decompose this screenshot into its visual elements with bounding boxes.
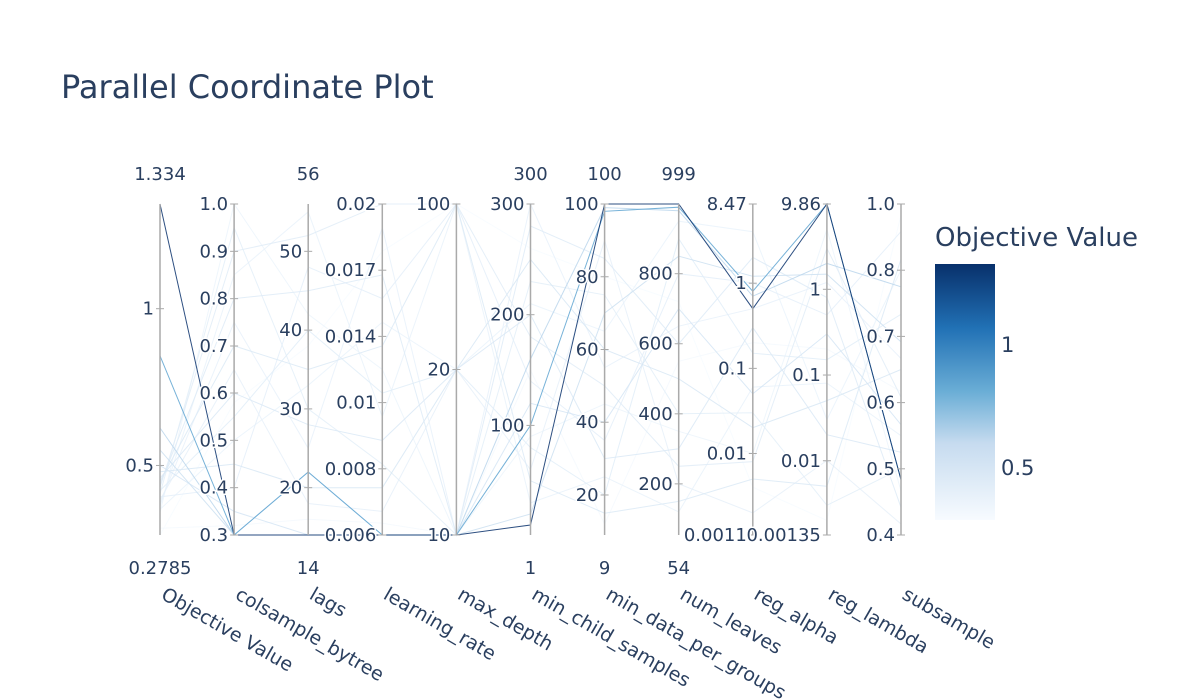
axis-tick-label: 0.5 — [866, 459, 895, 480]
axis-tick-label: 50 — [279, 241, 302, 262]
axis-range-min: 9 — [599, 558, 610, 579]
axis-tick-label: 0.1 — [792, 365, 821, 386]
axis-range-min: 0.2785 — [129, 558, 192, 579]
axis-tick-label: 100 — [416, 194, 450, 215]
axis-tick-label: 0.01 — [707, 444, 747, 465]
axis-tick-label: 0.4 — [199, 478, 228, 499]
colorbar-tick-0-5: 0.5 — [1001, 456, 1034, 480]
axis-tick-label: 0.6 — [199, 383, 228, 404]
colorbar-tick-1: 1 — [1001, 333, 1014, 357]
colorbar-gradient — [935, 264, 995, 520]
axis-tick-label: 100 — [490, 415, 524, 436]
axis-range-min: 14 — [297, 558, 320, 579]
axis-tick-label: 800 — [638, 264, 672, 285]
axis-tick-label: 9.86 — [781, 194, 821, 215]
axis-tick-label: 400 — [638, 404, 672, 425]
axis-tick-label: 1.0 — [866, 194, 895, 215]
axis-tick-label: 1 — [143, 299, 154, 320]
axis-tick-label: 200 — [490, 305, 524, 326]
chart-title: Parallel Coordinate Plot — [61, 68, 434, 106]
axis-tick-label: 0.0011 — [684, 525, 747, 546]
axis-tick-label: 60 — [576, 340, 599, 361]
axis-tick-label: 1.0 — [199, 194, 228, 215]
colorbar-title: Objective Value — [935, 223, 1138, 253]
axis-tick-label: 1 — [735, 273, 746, 294]
axis-tick-label: 100 — [564, 194, 598, 215]
axis-tick-label: 0.006 — [325, 525, 377, 546]
axis-tick-label: 0.6 — [866, 393, 895, 414]
axis-tick-label: 20 — [279, 478, 302, 499]
axis-tick-label: 0.7 — [199, 336, 228, 357]
axis-tick-label: 20 — [576, 485, 599, 506]
axis-tick-label: 20 — [427, 360, 450, 381]
axis-range-max: 1.334 — [134, 164, 186, 185]
axis-range-max: 999 — [662, 164, 696, 185]
axis-tick-label: 0.02 — [336, 194, 376, 215]
axis-range-min: 1 — [525, 558, 536, 579]
axis-range-max: 56 — [297, 164, 320, 185]
axis-label: lags — [306, 583, 351, 621]
axis-tick-label: 0.3 — [199, 525, 228, 546]
axis-tick-label: 600 — [638, 334, 672, 355]
axis-tick-label: 0.014 — [325, 326, 377, 347]
axis-tick-label: 300 — [490, 194, 524, 215]
axis-range-min: 54 — [667, 558, 690, 579]
axis-tick-label: 0.5 — [125, 455, 154, 476]
axis-tick-label: 0.4 — [866, 525, 895, 546]
axis-tick-label: 0.1 — [718, 358, 747, 379]
axis-tick-label: 0.8 — [199, 289, 228, 310]
axis-tick-label: 1 — [809, 279, 820, 300]
axis-tick-label: 0.017 — [325, 260, 377, 281]
axis-tick-label: 0.7 — [866, 326, 895, 347]
axis-tick-label: 40 — [576, 412, 599, 433]
axis-range-max: 300 — [513, 164, 547, 185]
axis-tick-label: 0.00135 — [746, 525, 820, 546]
axis-tick-label: 10 — [427, 525, 450, 546]
axis-tick-label: 0.008 — [325, 459, 377, 480]
axis-tick-label: 0.5 — [199, 430, 228, 451]
axis-tick-label: 0.01 — [336, 393, 376, 414]
axis-tick-label: 0.01 — [781, 451, 821, 472]
axis-tick-label: 30 — [279, 399, 302, 420]
colorbar: Objective Value 1 0.5 — [935, 223, 1138, 520]
axis-tick-label: 8.47 — [707, 194, 747, 215]
axes: 1 0.5 1.334 0.2785 Objective Value 1.0 0.9 0.8 0… — [124, 164, 999, 700]
axis-tick-label: 0.9 — [199, 241, 228, 262]
axis-tick-label: 200 — [638, 474, 672, 495]
axis-tick-label: 0.8 — [866, 260, 895, 281]
axis-tick-label: 40 — [279, 320, 302, 341]
axis-range-max: 100 — [587, 164, 621, 185]
axis-tick-label: 80 — [576, 267, 599, 288]
axis-label: Objective Value — [158, 583, 297, 676]
